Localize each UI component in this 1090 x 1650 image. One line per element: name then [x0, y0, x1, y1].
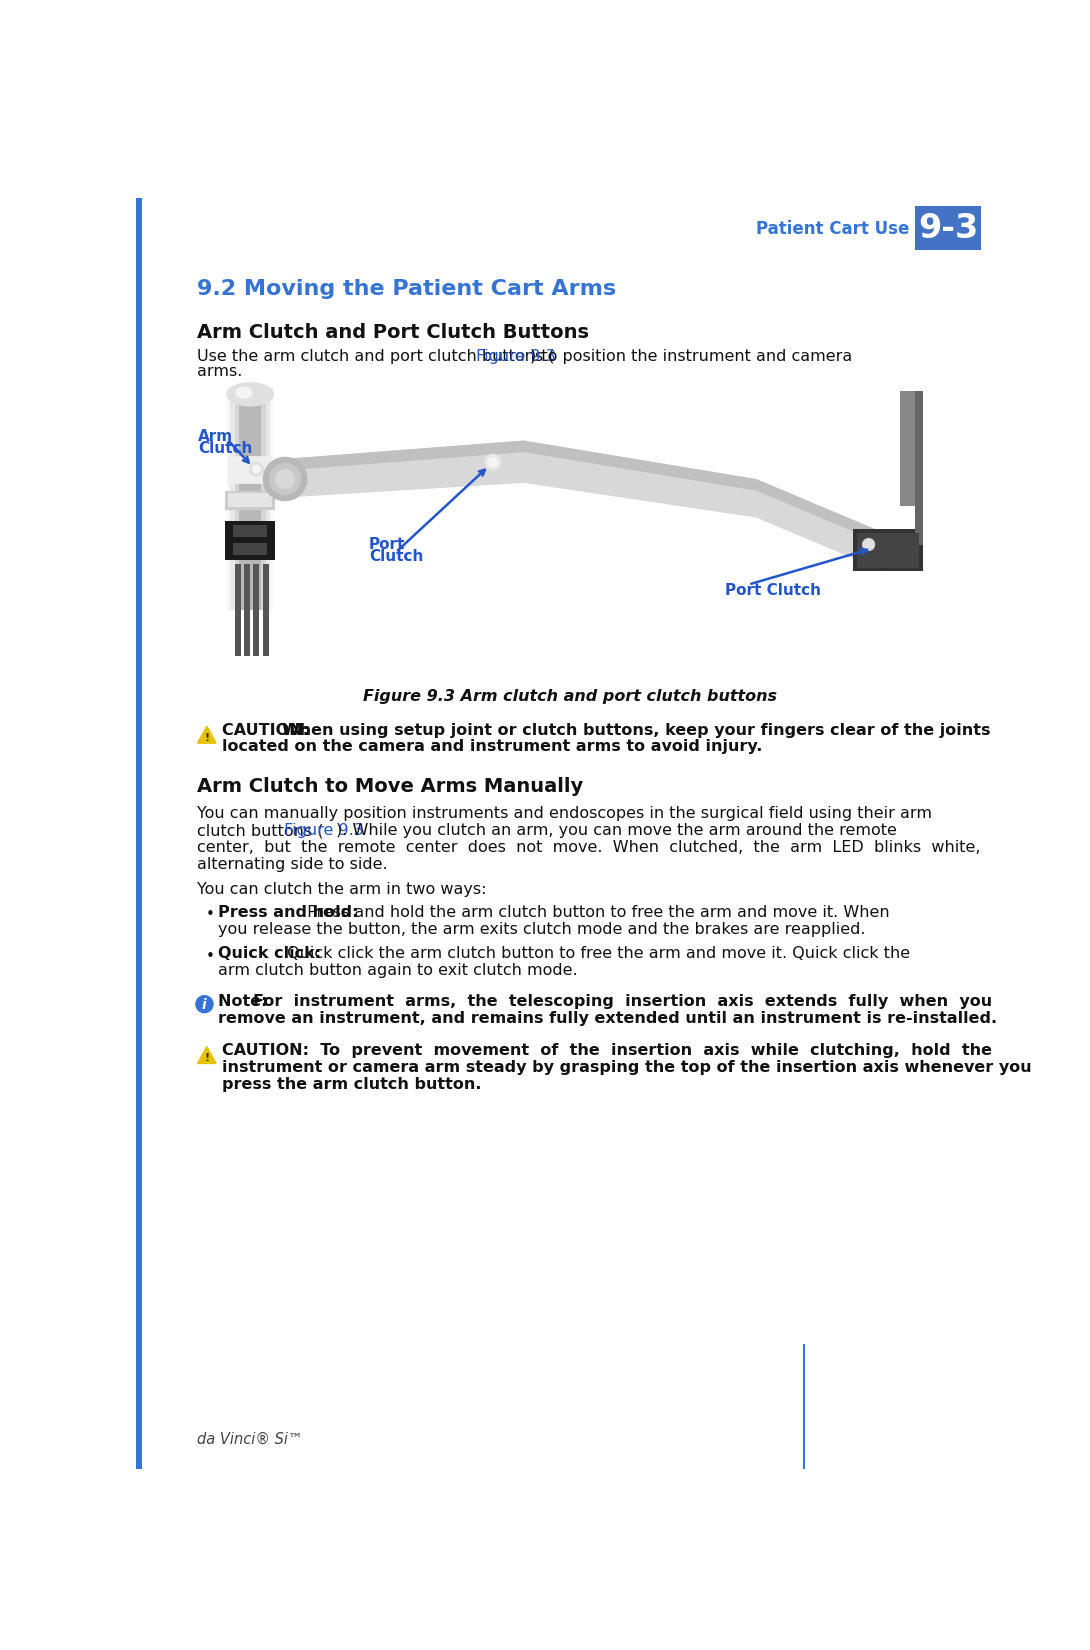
Text: When using setup joint or clutch buttons, keep your fingers clear of the joints: When using setup joint or clutch buttons… — [282, 723, 991, 738]
Text: Arm Clutch to Move Arms Manually: Arm Clutch to Move Arms Manually — [196, 777, 583, 795]
Text: !: ! — [204, 733, 209, 742]
Text: •: • — [206, 949, 215, 964]
Circle shape — [253, 465, 261, 474]
Text: CAUTION:  To  prevent  movement  of  the  insertion  axis  while  clutching,  ho: CAUTION: To prevent movement of the inse… — [221, 1043, 992, 1058]
Bar — [899, 391, 923, 507]
Polygon shape — [274, 441, 884, 571]
Text: Quick click the arm clutch button to free the arm and move it. Quick click the: Quick click the arm clutch button to fre… — [282, 947, 910, 962]
Text: Figure 9.3 Arm clutch and port clutch buttons: Figure 9.3 Arm clutch and port clutch bu… — [363, 690, 777, 705]
Circle shape — [264, 457, 306, 500]
Circle shape — [250, 462, 264, 475]
Text: Note:: Note: — [218, 995, 274, 1010]
Bar — [229, 493, 271, 507]
Bar — [263, 564, 269, 657]
Text: arm clutch button again to exit clutch mode.: arm clutch button again to exit clutch m… — [218, 964, 578, 978]
Ellipse shape — [227, 383, 274, 406]
Circle shape — [276, 470, 294, 488]
Bar — [136, 198, 142, 1468]
Bar — [226, 521, 275, 559]
Polygon shape — [274, 441, 884, 544]
Text: 9.2 Moving the Patient Cart Arms: 9.2 Moving the Patient Cart Arms — [196, 279, 616, 299]
Text: 9-3: 9-3 — [918, 213, 978, 246]
Polygon shape — [197, 726, 216, 742]
Bar — [253, 564, 259, 657]
Bar — [916, 391, 923, 544]
Text: Press and hold the arm clutch button to free the arm and move it. When: Press and hold the arm clutch button to … — [302, 904, 889, 919]
Circle shape — [488, 457, 497, 467]
Text: arms.: arms. — [196, 365, 242, 380]
Text: Figure 9.3: Figure 9.3 — [283, 823, 363, 838]
Bar — [916, 206, 981, 251]
Text: Arm: Arm — [198, 429, 233, 444]
Bar — [234, 564, 241, 657]
Text: ) to position the instrument and camera: ) to position the instrument and camera — [530, 348, 852, 365]
Bar — [234, 386, 266, 610]
Bar — [226, 490, 275, 510]
Text: da Vinci® Si™: da Vinci® Si™ — [196, 1432, 302, 1447]
Text: remove an instrument, and remains fully extended until an instrument is re-insta: remove an instrument, and remains fully … — [218, 1011, 997, 1026]
Circle shape — [269, 464, 301, 495]
Text: you release the button, the arm exits clutch mode and the brakes are reapplied.: you release the button, the arm exits cl… — [218, 922, 865, 937]
Bar — [229, 455, 271, 483]
Text: For  instrument  arms,  the  telescoping  insertion  axis  extends  fully  when : For instrument arms, the telescoping ins… — [253, 995, 992, 1010]
Text: instrument or camera arm steady by grasping the top of the insertion axis whenev: instrument or camera arm steady by grasp… — [221, 1061, 1031, 1076]
Circle shape — [196, 995, 213, 1013]
Text: Patient Cart Use: Patient Cart Use — [755, 219, 909, 238]
Text: center,  but  the  remote  center  does  not  move.  When  clutched,  the  arm  : center, but the remote center does not m… — [196, 840, 980, 855]
Text: i: i — [202, 998, 207, 1011]
Text: You can manually position instruments and endoscopes in the surgical field using: You can manually position instruments an… — [196, 807, 932, 822]
Text: •: • — [206, 908, 215, 922]
Bar — [189, 383, 947, 675]
Text: Clutch: Clutch — [368, 549, 423, 564]
Text: Figure 9.3: Figure 9.3 — [476, 348, 556, 365]
Bar — [233, 543, 267, 554]
Bar — [233, 525, 267, 536]
Text: Port Clutch: Port Clutch — [725, 582, 821, 597]
Text: You can clutch the arm in two ways:: You can clutch the arm in two ways: — [196, 881, 486, 896]
Text: press the arm clutch button.: press the arm clutch button. — [221, 1077, 481, 1092]
Bar — [240, 386, 261, 610]
Polygon shape — [197, 1046, 216, 1064]
Text: alternating side to side.: alternating side to side. — [196, 856, 387, 873]
Bar — [227, 386, 274, 610]
Text: Clutch: Clutch — [198, 441, 253, 457]
Text: Use the arm clutch and port clutch buttons (: Use the arm clutch and port clutch butto… — [196, 348, 554, 365]
Text: Quick click:: Quick click: — [218, 947, 322, 962]
Text: Press and hold:: Press and hold: — [218, 904, 359, 919]
Bar — [244, 564, 251, 657]
Text: Arm Clutch and Port Clutch Buttons: Arm Clutch and Port Clutch Buttons — [196, 323, 589, 342]
Bar — [853, 530, 923, 571]
Text: CAUTION:: CAUTION: — [221, 723, 314, 738]
Ellipse shape — [237, 388, 252, 398]
Bar — [230, 386, 270, 610]
Text: located on the camera and instrument arms to avoid injury.: located on the camera and instrument arm… — [221, 739, 762, 754]
Circle shape — [862, 538, 875, 551]
Text: Port: Port — [368, 536, 405, 551]
Circle shape — [485, 454, 500, 470]
Text: ). While you clutch an arm, you can move the arm around the remote: ). While you clutch an arm, you can move… — [336, 823, 897, 838]
Text: clutch buttons (: clutch buttons ( — [196, 823, 324, 838]
Bar — [857, 533, 919, 568]
Text: !: ! — [204, 1053, 209, 1063]
